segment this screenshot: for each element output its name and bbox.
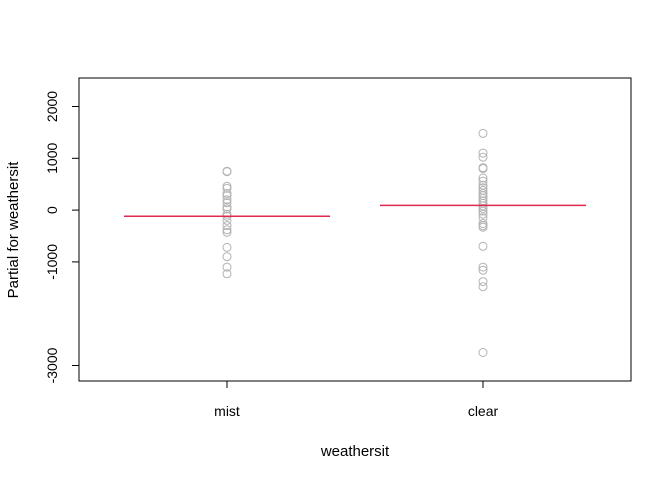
data-point-clear xyxy=(478,277,488,287)
plot-frame xyxy=(78,77,632,382)
data-point-clear xyxy=(478,173,488,183)
data-point-clear xyxy=(478,189,488,198)
data-point-clear xyxy=(478,209,488,219)
y-tick-label: -3000 xyxy=(44,347,60,383)
y-axis: -3000 -1000 0 1000 2000 xyxy=(44,91,80,383)
x-tick-label-clear: clear xyxy=(468,403,499,419)
data-point-clear xyxy=(478,241,488,251)
points-layer xyxy=(222,128,488,357)
data-point-mist xyxy=(222,209,232,219)
data-point-mist xyxy=(222,221,232,231)
data-point-clear xyxy=(478,262,488,272)
x-axis: mist clear xyxy=(214,381,499,419)
x-tick-label-mist: mist xyxy=(214,403,240,419)
data-point-clear xyxy=(478,148,488,158)
data-point-clear xyxy=(478,164,488,174)
data-point-mist xyxy=(222,262,232,272)
data-point-clear xyxy=(478,204,488,213)
y-tick-label: 1000 xyxy=(44,143,60,174)
x-axis-label: weathersit xyxy=(320,443,390,460)
data-point-mist xyxy=(222,189,232,198)
y-tick-label: 0 xyxy=(44,206,60,214)
data-point-clear xyxy=(478,206,488,216)
data-point-mist xyxy=(222,191,232,201)
data-point-clear xyxy=(478,128,488,138)
data-point-mist xyxy=(222,252,232,262)
data-point-mist xyxy=(222,198,232,208)
data-point-clear xyxy=(478,348,488,357)
data-point-clear xyxy=(478,222,488,232)
data-point-mist xyxy=(222,183,232,193)
y-axis-label: Partial for weathersit xyxy=(5,161,22,299)
y-tick-label: 2000 xyxy=(44,91,60,122)
data-point-mist xyxy=(222,195,232,205)
data-point-mist xyxy=(222,225,232,235)
data-point-clear xyxy=(478,265,488,275)
data-point-mist xyxy=(222,167,232,177)
data-point-clear xyxy=(478,282,488,292)
y-tick-label: -1000 xyxy=(44,244,60,280)
data-point-clear xyxy=(478,219,488,228)
data-point-mist xyxy=(222,204,232,214)
data-point-clear xyxy=(478,176,488,186)
data-point-mist xyxy=(222,227,232,237)
data-point-mist xyxy=(222,269,232,279)
data-point-clear xyxy=(478,152,488,162)
data-point-mist xyxy=(222,242,232,252)
fit-lines-layer xyxy=(124,204,586,218)
